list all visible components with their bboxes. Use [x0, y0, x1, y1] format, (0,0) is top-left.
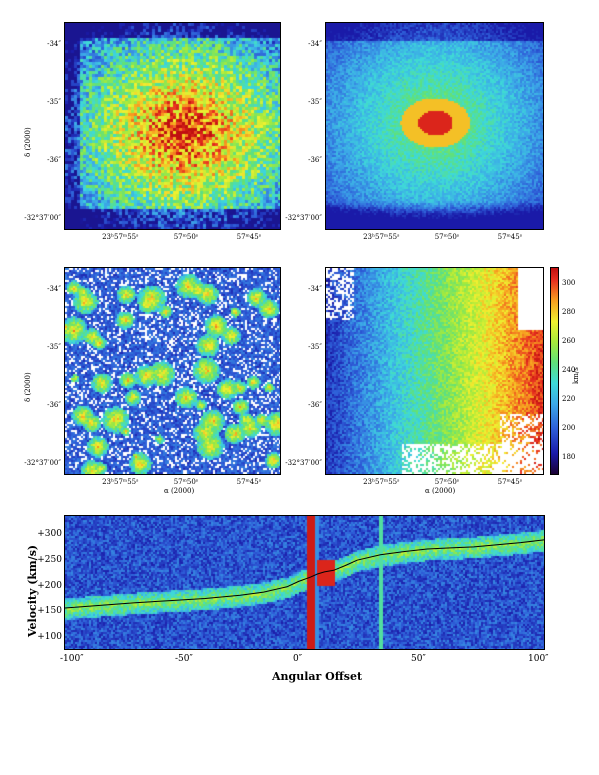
pv-xtick-label: 50″ [411, 654, 426, 664]
ra-tick-label: 57ᵐ50ˢ [173, 233, 199, 241]
colorbar-tick-label: 300 [562, 279, 576, 287]
pv-ytick-label: +150 [37, 606, 62, 616]
map-top-right [325, 22, 544, 230]
dec-tick-label: -35″ [47, 343, 61, 351]
ra-tick-label: 57ᵐ50ˢ [434, 478, 460, 486]
ra-tick-label: 23ʰ57ᵐ55ˢ [102, 478, 139, 486]
ra-axis-label: α (2000) [425, 487, 456, 495]
dec-tick-label: -34″ [47, 285, 61, 293]
colorbar-tick-label: 220 [562, 395, 576, 403]
ra-tick-label: 23ʰ57ᵐ55ˢ [102, 233, 139, 241]
dec-tick-label: -34″ [308, 285, 322, 293]
dec-tick-label: -32°37′00″ [285, 459, 322, 467]
pv-ytick-label: +200 [37, 581, 62, 591]
pv-ytick-label: +300 [37, 529, 62, 539]
pv-ytick-label: +100 [37, 632, 62, 642]
ra-tick-label: 23ʰ57ᵐ55ˢ [363, 233, 400, 241]
colorbar-tick-label: 280 [562, 308, 576, 316]
ra-tick-label: 57ᵐ45ˢ [497, 478, 523, 486]
colorbar-label: km/s [572, 367, 580, 384]
ra-tick-label: 57ᵐ50ˢ [173, 478, 199, 486]
dec-tick-label: -36″ [308, 401, 322, 409]
map-mid-right [325, 267, 544, 475]
colorbar-tick-label: 200 [562, 424, 576, 432]
velocity-colorbar [550, 267, 559, 475]
dec-tick-label: -36″ [47, 156, 61, 164]
map-mid-left [64, 267, 281, 475]
pv-xtick-label: -100″ [60, 654, 84, 664]
colorbar-tick-label: 260 [562, 337, 576, 345]
map-top-left [64, 22, 281, 230]
ra-tick-label: 57ᵐ45ˢ [497, 233, 523, 241]
dec-axis-label: δ (2000) [24, 127, 32, 157]
dec-tick-label: -35″ [308, 98, 322, 106]
dec-tick-label: -32°37′00″ [24, 214, 61, 222]
pv-ytick-label: +250 [37, 555, 62, 565]
colorbar-tick-label: 240 [562, 366, 576, 374]
dec-tick-label: -32°37′00″ [24, 459, 61, 467]
ra-tick-label: 57ᵐ50ˢ [434, 233, 460, 241]
dec-tick-label: -35″ [47, 98, 61, 106]
ra-tick-label: 57ᵐ45ˢ [236, 478, 262, 486]
pv-xtick-label: 100″ [528, 654, 549, 664]
ra-tick-label: 23ʰ57ᵐ55ˢ [363, 478, 400, 486]
dec-tick-label: -34″ [47, 40, 61, 48]
ra-axis-label: α (2000) [164, 487, 195, 495]
dec-tick-label: -32°37′00″ [285, 214, 322, 222]
ra-tick-label: 57ᵐ45ˢ [236, 233, 262, 241]
pv-xlabel: Angular Offset [272, 670, 363, 683]
pv-diagram [64, 515, 545, 650]
dec-tick-label: -36″ [308, 156, 322, 164]
dec-tick-label: -35″ [308, 343, 322, 351]
pv-ylabel: Velocity (km/s) [26, 544, 39, 637]
pv-xtick-label: -50″ [175, 654, 193, 664]
rotation-curve [65, 539, 544, 609]
colorbar-tick-label: 180 [562, 453, 576, 461]
pv-xtick-label: 0″ [293, 654, 303, 664]
rotation-curve-line [65, 539, 544, 609]
dec-tick-label: -36″ [47, 401, 61, 409]
dec-axis-label: δ (2000) [24, 372, 32, 402]
dec-tick-label: -34″ [308, 40, 322, 48]
